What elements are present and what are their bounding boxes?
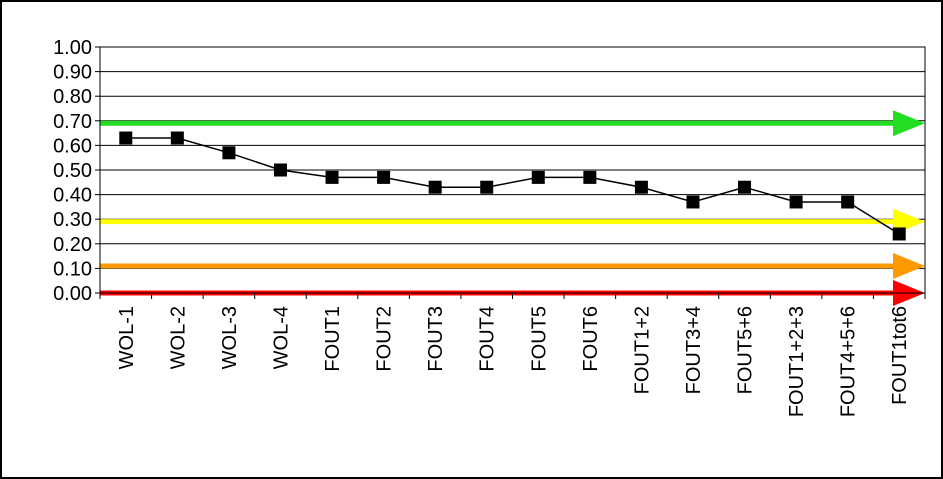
data-point (583, 170, 597, 184)
x-tick-label: FOUT3 (425, 306, 447, 372)
threshold-arrow (100, 110, 925, 137)
x-tick-label: FOUT4+5+6 (838, 306, 860, 417)
y-tick-label: 0.60 (53, 135, 92, 157)
x-tick-label: FOUT3+4 (683, 306, 705, 394)
data-point (170, 131, 184, 145)
data-series (119, 131, 906, 241)
data-point (377, 170, 391, 184)
y-tick-label: 0.10 (53, 258, 92, 280)
data-point (789, 195, 803, 209)
y-tick-label: 0.20 (53, 234, 92, 256)
x-tick-label: FOUT1 (322, 306, 344, 372)
x-tick-label: FOUT1tot6 (889, 306, 911, 405)
data-point (892, 227, 906, 241)
y-tick-label: 0.90 (53, 62, 92, 84)
y-tick-label: 0.50 (53, 160, 92, 182)
x-tick-labels: WOL-1 WOL-2 WOL-3 WOL-4 FOUT1 FOUT2 FOUT3 FOUT4… (116, 306, 911, 417)
data-point (634, 180, 648, 194)
y-tick-labels: 0.00 0.100.20 0.300.40 0.50 0.600.70 0.800.90… (53, 37, 92, 305)
y-tick-label: 0.00 (53, 283, 92, 305)
data-point (841, 195, 855, 209)
threshold-arrow (100, 252, 925, 279)
data-point (686, 195, 700, 209)
y-tick-label: 0.30 (53, 209, 92, 231)
threshold-arrow-head (893, 110, 925, 137)
x-tick-label: FOUT1+2 (631, 306, 653, 394)
axes (95, 46, 926, 299)
data-point (428, 180, 442, 194)
data-point (480, 180, 494, 194)
x-tick-label: FOUT2 (374, 306, 396, 372)
x-tick-label: FOUT5+6 (735, 306, 757, 394)
x-tick-label: WOL-1 (116, 306, 138, 369)
x-tick-label: FOUT1+2+3 (786, 306, 808, 417)
x-tick-label: FOUT4 (477, 306, 499, 372)
data-point (273, 163, 287, 177)
x-tick-label: WOL-3 (219, 306, 241, 369)
y-tick-label: 1.00 (53, 37, 92, 59)
data-point (325, 170, 339, 184)
data-point (222, 146, 236, 160)
x-tick-label: FOUT5 (528, 306, 550, 372)
data-point (531, 170, 545, 184)
y-tick-label: 0.40 (53, 185, 92, 207)
x-tick-label: WOL-4 (270, 306, 292, 369)
y-tick-label: 0.80 (53, 86, 92, 108)
data-point (738, 180, 752, 194)
y-tick-label: 0.70 (53, 111, 92, 133)
x-tick-label: WOL-2 (167, 306, 189, 369)
threshold-arrow-head (893, 252, 925, 279)
x-tick-label: FOUT6 (580, 306, 602, 372)
data-point (119, 131, 133, 145)
series-line (125, 137, 900, 235)
